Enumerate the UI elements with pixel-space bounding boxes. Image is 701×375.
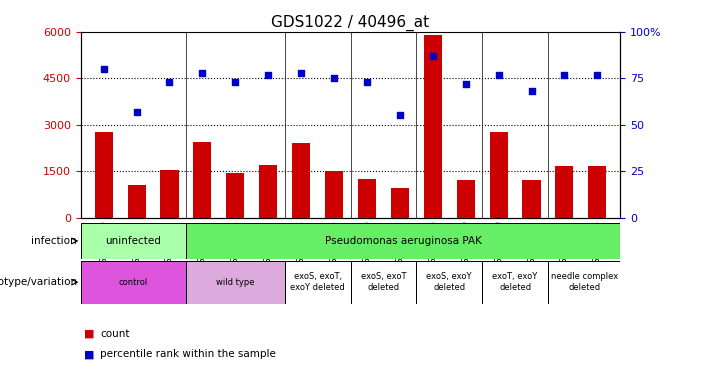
Bar: [548, 261, 620, 304]
Point: [559, 72, 570, 78]
Point: [98, 66, 109, 72]
Point: [526, 88, 537, 94]
Text: needle complex
deleted: needle complex deleted: [550, 273, 618, 292]
Text: infection: infection: [32, 236, 77, 246]
Bar: [522, 180, 540, 218]
Bar: [161, 170, 179, 217]
Text: control: control: [118, 278, 148, 286]
Bar: [456, 180, 475, 218]
Bar: [416, 261, 482, 304]
Point: [164, 79, 175, 85]
Text: exoS, exoT
deleted: exoS, exoT deleted: [360, 273, 406, 292]
Text: ■: ■: [84, 350, 95, 359]
Text: exoS, exoT,
exoY deleted: exoS, exoT, exoY deleted: [290, 273, 345, 292]
Point: [296, 70, 307, 76]
Bar: [358, 179, 376, 218]
Point: [394, 112, 405, 118]
Text: Pseudomonas aeruginosa PAK: Pseudomonas aeruginosa PAK: [325, 236, 482, 246]
Point: [361, 79, 372, 85]
Bar: [489, 132, 508, 218]
Text: count: count: [100, 329, 130, 339]
Bar: [391, 188, 409, 218]
Text: exoS, exoY
deleted: exoS, exoY deleted: [426, 273, 472, 292]
Bar: [226, 172, 245, 217]
Text: percentile rank within the sample: percentile rank within the sample: [100, 350, 276, 359]
Point: [493, 72, 504, 78]
Point: [131, 109, 142, 115]
Text: uninfected: uninfected: [105, 236, 161, 246]
Bar: [292, 143, 310, 218]
Point: [592, 72, 603, 78]
Point: [427, 53, 438, 59]
Text: ■: ■: [84, 329, 95, 339]
Text: exoT, exoY
deleted: exoT, exoY deleted: [492, 273, 538, 292]
Point: [197, 70, 208, 76]
Point: [329, 75, 340, 81]
Bar: [325, 171, 343, 217]
Bar: [81, 261, 186, 304]
Bar: [186, 261, 285, 304]
Bar: [81, 223, 186, 259]
Text: wild type: wild type: [216, 278, 254, 286]
Bar: [350, 261, 416, 304]
Bar: [95, 132, 113, 218]
Bar: [186, 223, 620, 259]
Bar: [193, 142, 212, 218]
Title: GDS1022 / 40496_at: GDS1022 / 40496_at: [271, 14, 430, 30]
Bar: [555, 166, 573, 218]
Bar: [128, 185, 146, 218]
Point: [230, 79, 241, 85]
Bar: [482, 261, 548, 304]
Bar: [259, 165, 278, 218]
Text: genotype/variation: genotype/variation: [0, 277, 77, 287]
Point: [460, 81, 471, 87]
Point: [263, 72, 274, 78]
Bar: [588, 166, 606, 218]
Bar: [285, 261, 350, 304]
Bar: [423, 35, 442, 218]
